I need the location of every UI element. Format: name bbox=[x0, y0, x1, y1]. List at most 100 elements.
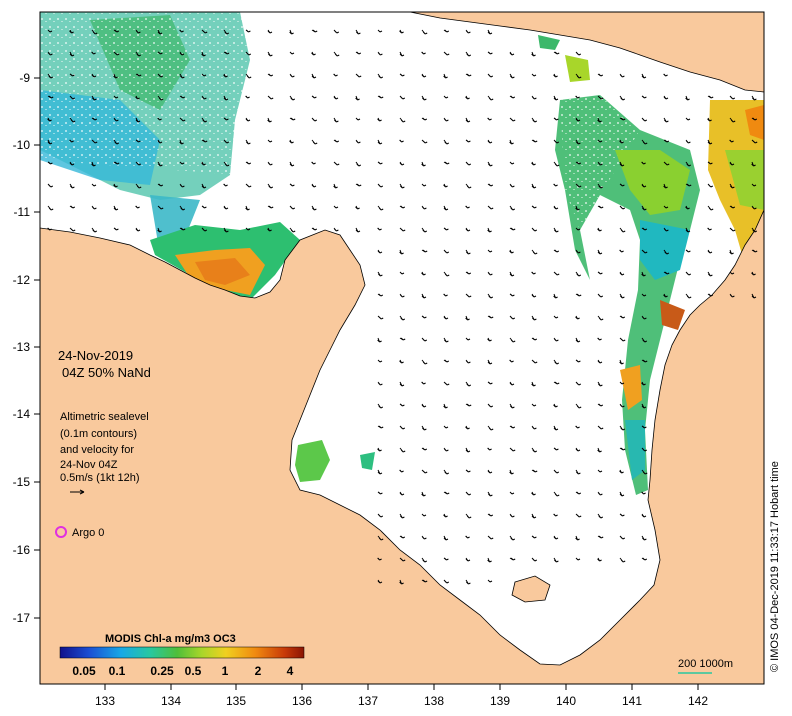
velocity-arrow bbox=[289, 227, 296, 233]
velocity-arrow bbox=[377, 73, 384, 79]
velocity-arrow bbox=[443, 249, 450, 254]
velocity-arrow bbox=[267, 205, 274, 209]
velocity-arrow bbox=[641, 337, 648, 343]
velocity-arrow bbox=[575, 249, 581, 254]
velocity-arrow bbox=[619, 535, 626, 540]
velocity-arrow bbox=[729, 271, 735, 275]
velocity-arrow bbox=[69, 227, 76, 232]
velocity-arrow bbox=[421, 183, 427, 187]
velocity-arrow bbox=[355, 95, 360, 101]
velocity-arrow bbox=[509, 337, 516, 343]
velocity-arrow bbox=[487, 227, 492, 233]
velocity-arrow bbox=[553, 139, 560, 144]
velocity-arrow bbox=[509, 425, 516, 429]
velocity-arrow bbox=[399, 139, 404, 143]
velocity-arrow bbox=[69, 73, 75, 77]
velocity-arrow bbox=[289, 95, 296, 101]
y-tick-label: -12 bbox=[13, 273, 31, 287]
velocity-arrow bbox=[377, 205, 384, 211]
velocity-arrow bbox=[619, 381, 625, 385]
velocity-arrow bbox=[91, 139, 98, 144]
velocity-arrow bbox=[531, 337, 538, 341]
colorbar-tick-label: 2 bbox=[255, 664, 262, 678]
velocity-arrow bbox=[619, 425, 626, 431]
velocity-arrow bbox=[619, 337, 626, 342]
velocity-arrow bbox=[729, 249, 734, 255]
y-tick-label: -16 bbox=[13, 543, 31, 557]
velocity-arrow bbox=[267, 139, 273, 143]
velocity-arrow bbox=[509, 359, 514, 363]
velocity-arrow bbox=[355, 161, 362, 167]
velocity-arrow bbox=[421, 359, 428, 365]
velocity-arrow bbox=[179, 73, 185, 79]
velocity-arrow bbox=[91, 95, 97, 101]
velocity-arrow bbox=[201, 139, 208, 143]
velocity-arrow bbox=[201, 95, 207, 100]
velocity-arrow bbox=[641, 381, 646, 386]
velocity-arrow bbox=[509, 73, 515, 79]
velocity-arrow bbox=[157, 183, 164, 187]
velocity-arrow bbox=[597, 315, 604, 321]
velocity-arrow bbox=[619, 491, 625, 497]
velocity-arrow bbox=[619, 139, 624, 144]
note-line: 0.5m/s (1kt 12h) bbox=[60, 472, 139, 484]
velocity-arrow bbox=[91, 51, 96, 55]
velocity-arrow bbox=[575, 359, 581, 363]
velocity-arrow bbox=[465, 271, 472, 275]
velocity-arrow bbox=[443, 469, 450, 475]
argo-float-icon bbox=[55, 526, 67, 538]
scale-bar-label: 200 1000m bbox=[678, 658, 733, 670]
velocity-arrow bbox=[421, 139, 428, 144]
velocity-arrow bbox=[377, 403, 384, 409]
velocity-arrow bbox=[289, 139, 294, 144]
velocity-arrow bbox=[399, 205, 406, 209]
velocity-arrow bbox=[597, 161, 603, 166]
velocity-arrow bbox=[201, 205, 207, 209]
velocity-arrow bbox=[465, 51, 472, 57]
velocity-arrow bbox=[707, 249, 713, 254]
velocity-arrow bbox=[707, 95, 714, 99]
velocity-arrow bbox=[619, 359, 624, 365]
velocity-arrow bbox=[597, 557, 602, 562]
velocity-arrow bbox=[619, 249, 624, 253]
velocity-arrow bbox=[377, 161, 383, 165]
velocity-arrow bbox=[531, 95, 537, 100]
velocity-arrow bbox=[311, 139, 318, 145]
velocity-arrow bbox=[597, 139, 603, 143]
velocity-arrow bbox=[267, 73, 274, 77]
velocity-arrow bbox=[179, 205, 186, 211]
velocity-arrow bbox=[91, 227, 98, 233]
velocity-arrow bbox=[135, 95, 140, 100]
velocity-arrow bbox=[399, 315, 406, 321]
velocity-arrow bbox=[377, 447, 382, 452]
credit-text: © IMOS 04-Dec-2019 11:33:17 Hobart time bbox=[769, 461, 781, 672]
velocity-arrow bbox=[619, 469, 624, 474]
velocity-arrow bbox=[729, 293, 735, 298]
land-layer bbox=[40, 12, 764, 684]
x-tick-label: 136 bbox=[292, 694, 312, 708]
velocity-arrow bbox=[399, 469, 404, 473]
velocity-arrow bbox=[707, 139, 713, 145]
velocity-arrow bbox=[487, 579, 493, 583]
velocity-arrow bbox=[487, 447, 492, 451]
velocity-arrow bbox=[641, 73, 647, 79]
velocity-arrow bbox=[113, 73, 118, 79]
velocity-arrow bbox=[179, 227, 186, 231]
velocity-arrow bbox=[641, 249, 648, 254]
velocity-arrow bbox=[333, 139, 340, 143]
velocity-arrow bbox=[509, 293, 515, 297]
x-tick-label: 142 bbox=[688, 694, 708, 708]
note-line: 24-Nov 04Z bbox=[60, 459, 118, 471]
velocity-arrow bbox=[421, 293, 427, 299]
velocity-arrow bbox=[575, 425, 580, 429]
velocity-arrow bbox=[465, 359, 471, 364]
velocity-arrow bbox=[377, 29, 383, 33]
velocity-arrow bbox=[113, 183, 118, 188]
velocity-arrow bbox=[553, 403, 558, 408]
velocity-arrow bbox=[465, 95, 470, 100]
velocity-arrow bbox=[179, 183, 185, 188]
velocity-arrow bbox=[399, 535, 406, 539]
x-tick-label: 133 bbox=[95, 694, 115, 708]
velocity-arrow bbox=[333, 227, 339, 232]
velocity-arrow bbox=[531, 249, 538, 255]
